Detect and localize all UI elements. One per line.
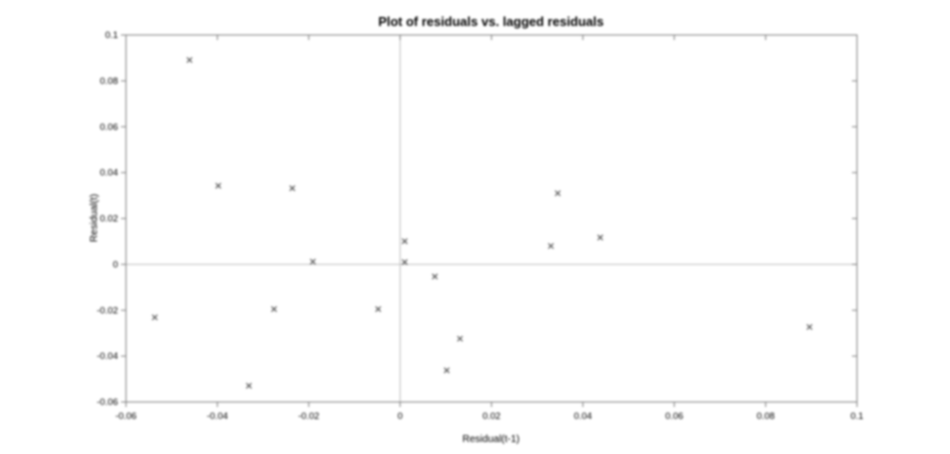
svg-text:0: 0	[113, 259, 118, 269]
svg-text:0.08: 0.08	[757, 411, 775, 421]
svg-text:-0.04: -0.04	[97, 351, 118, 361]
svg-text:0.06: 0.06	[665, 411, 683, 421]
svg-text:0: 0	[398, 411, 403, 421]
svg-text:-0.06: -0.06	[115, 411, 136, 421]
svg-text:0.1: 0.1	[105, 30, 118, 40]
svg-text:Residual(t-1): Residual(t-1)	[462, 434, 519, 445]
svg-text:-0.02: -0.02	[298, 411, 319, 421]
svg-text:0.02: 0.02	[482, 411, 500, 421]
svg-text:-0.06: -0.06	[97, 397, 118, 407]
svg-text:Plot of residuals vs. lagged r: Plot of residuals vs. lagged residuals	[378, 14, 603, 29]
svg-text:Residual(t): Residual(t)	[89, 194, 100, 242]
svg-text:-0.02: -0.02	[97, 305, 118, 315]
svg-text:0.08: 0.08	[100, 76, 118, 86]
svg-text:0.04: 0.04	[574, 411, 592, 421]
svg-text:0.1: 0.1	[851, 411, 864, 421]
svg-text:-0.04: -0.04	[207, 411, 228, 421]
svg-text:0.02: 0.02	[100, 214, 118, 224]
svg-text:0.04: 0.04	[100, 168, 118, 178]
svg-text:0.06: 0.06	[100, 122, 118, 132]
